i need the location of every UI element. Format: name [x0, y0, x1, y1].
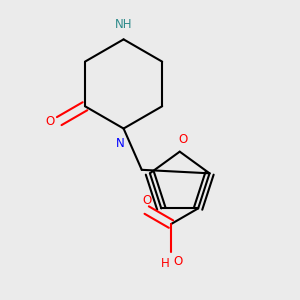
Text: O: O	[142, 194, 151, 207]
Text: O: O	[174, 256, 183, 268]
Text: NH: NH	[115, 18, 132, 31]
Text: H: H	[160, 257, 169, 270]
Text: O: O	[178, 133, 188, 146]
Text: O: O	[45, 115, 54, 128]
Text: N: N	[116, 137, 125, 150]
